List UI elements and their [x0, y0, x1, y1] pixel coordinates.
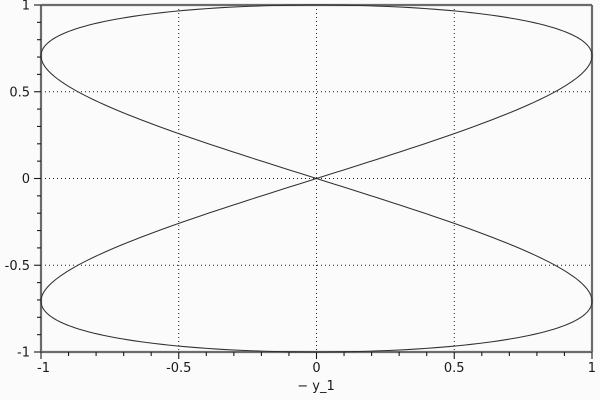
y-tick-label: 1 — [22, 0, 30, 14]
x-tick-label: -1 — [37, 361, 50, 376]
y-axis-tick-labels: -1 -0.5 0 0.5 1 — [5, 0, 30, 361]
y-tick-label: 0.5 — [9, 85, 30, 100]
x-axis-title: − y_1 — [297, 379, 335, 394]
axis-ticks — [34, 4, 593, 359]
curve-lissajous-figure-eight — [40, 4, 593, 353]
x-tick-label: 1 — [588, 361, 596, 376]
x-tick-label: 0 — [312, 361, 320, 376]
y-tick-label: 0 — [22, 172, 30, 187]
x-tick-label: 0.5 — [444, 361, 465, 376]
y-tick-label: -1 — [17, 346, 30, 361]
data-curve — [40, 4, 593, 353]
y-tick-label: -0.5 — [5, 259, 30, 274]
x-tick-label: -0.5 — [166, 361, 191, 376]
x-axis-tick-labels: -1 -0.5 0 0.5 1 — [37, 361, 596, 376]
